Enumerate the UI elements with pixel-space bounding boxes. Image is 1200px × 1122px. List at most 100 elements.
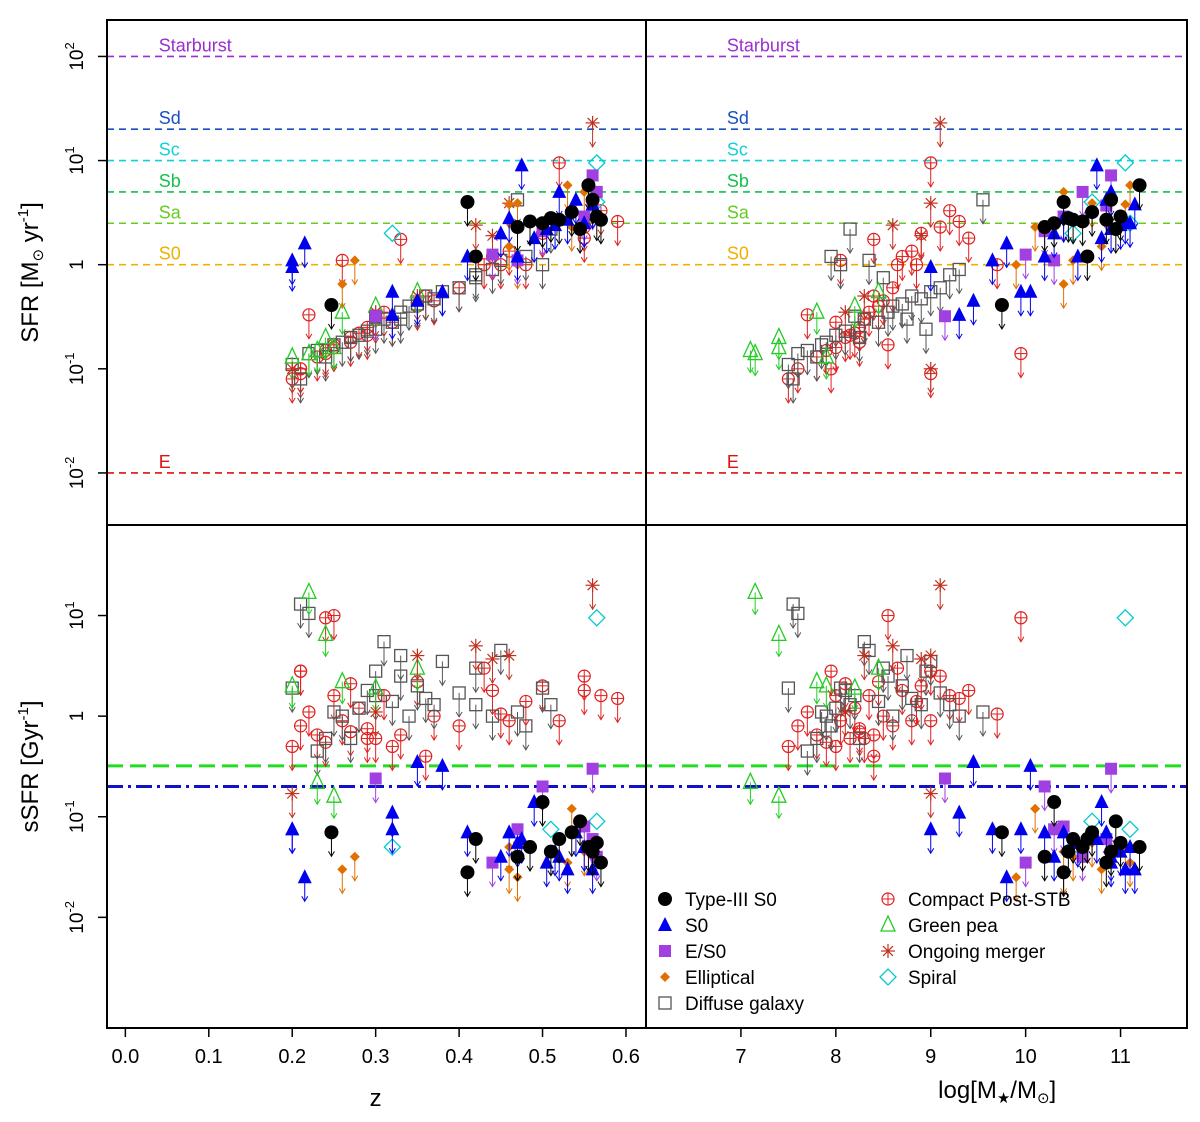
marker-green-pea (770, 785, 787, 803)
x-axis-title-right: log[M★/M⊙] (938, 1077, 1056, 1107)
point-e-s0-bottom-right-5 (1105, 762, 1118, 794)
upper-limit-arrow-head (903, 337, 911, 345)
marker-shape (427, 698, 441, 712)
upper-limit-arrow-head (580, 241, 588, 249)
upper-limit-arrow-head (514, 279, 521, 286)
marker-type-iii-s0 (1104, 844, 1119, 859)
upper-limit-arrow-head (993, 732, 1001, 739)
upper-limit-arrow-head (1031, 827, 1039, 834)
point-diffuse-galaxy-bottom-right-28 (919, 664, 933, 697)
upper-limit-arrow-head (330, 634, 338, 641)
upper-limit-arrow-head (388, 333, 396, 340)
marker-shape (952, 306, 967, 321)
marker-compact-post-stb (833, 253, 848, 267)
marker-ongoing-merger (923, 361, 938, 376)
marker-shape (402, 709, 416, 723)
upper-limit-arrow-head (841, 330, 849, 338)
upper-limit-arrow-head (505, 865, 513, 872)
marker-arm (286, 788, 298, 799)
tick-exponent: -2 (62, 457, 77, 469)
marker-e-s0 (369, 310, 382, 323)
marker-compact-post-stb (302, 308, 316, 322)
ref-label-right-starburst: Starburst (727, 35, 800, 55)
upper-limit-arrow-head (775, 651, 783, 658)
marker-type-iii-s0 (581, 178, 596, 193)
point-type-iii-s0-top-right-9 (1113, 209, 1128, 242)
marker-shape (377, 635, 391, 649)
marker-shape (1048, 823, 1061, 836)
point-ongoing-merger-bottom-left-4 (485, 651, 500, 684)
marker-s0 (385, 804, 400, 819)
upper-limit-arrow-head (1050, 279, 1058, 286)
marker-green-pea (870, 657, 887, 675)
point-ongoing-merger-top-right-1 (838, 305, 853, 338)
marker-compact-post-stb (577, 669, 591, 683)
point-s0-top-right-8 (1089, 157, 1104, 191)
marker-compact-post-stb (494, 707, 508, 721)
marker-shape (504, 241, 515, 252)
upper-limit-arrow-head (351, 279, 359, 286)
marker-elliptical (512, 198, 523, 209)
point-green-pea-top-right-1 (747, 343, 764, 377)
point-spiral-bottom-left-1 (383, 838, 402, 856)
upper-limit-arrow-head (879, 686, 887, 694)
point-diffuse-galaxy-top-right-21 (976, 193, 990, 225)
upper-limit-arrow-head (927, 689, 935, 697)
marker-diffuse-galaxy (452, 281, 466, 295)
marker-shape (914, 698, 928, 712)
marker-shape (535, 258, 550, 272)
point-type-iii-s0-top-right-7 (1132, 178, 1147, 211)
marker-shape (560, 861, 575, 876)
point-type-iii-s0-top-left-1 (324, 298, 339, 330)
marker-elliptical (1011, 872, 1022, 883)
upper-limit-arrow-head (936, 245, 944, 252)
point-s0-top-left-7 (502, 210, 517, 244)
upper-limit-arrow-head (946, 293, 954, 300)
point-green-pea-top-right-8 (818, 346, 835, 380)
upper-limit-arrow-head (305, 632, 313, 639)
marker-shape (468, 249, 483, 264)
upper-limit-arrow-head (1112, 840, 1120, 847)
upper-limit-arrow-head (322, 757, 330, 764)
legend-marker-elliptical (660, 972, 670, 982)
upper-limit-arrow-head (875, 684, 882, 692)
legend-item-green-pea: Green pea (879, 914, 998, 937)
upper-limit-arrow-head (865, 669, 873, 676)
point-green-pea-bottom-right-6 (742, 771, 759, 806)
upper-limit-arrow-head (927, 680, 935, 687)
marker-spiral (383, 838, 402, 856)
marker-compact-post-stb (943, 204, 957, 218)
point-green-pea-bottom-left-6 (309, 771, 326, 806)
marker-shape (562, 180, 573, 191)
marker-s0 (923, 821, 938, 836)
upper-limit-arrow-head (1131, 888, 1139, 895)
marker-shape (870, 657, 887, 675)
marker-shape (1037, 248, 1052, 263)
marker-e-s0 (586, 762, 599, 775)
marker-shape (791, 606, 805, 621)
upper-limit-arrow-head (413, 324, 421, 332)
marker-shape (452, 281, 466, 295)
legend-label-ongoing-merger: Ongoing merger (908, 942, 1046, 963)
marker-type-iii-s0 (510, 220, 525, 235)
upper-limit-arrow-head (305, 730, 313, 737)
upper-limit-arrow-head (1079, 240, 1087, 247)
marker-s0 (410, 292, 425, 307)
upper-limit-arrow-head (589, 888, 597, 895)
point-s0-top-left-2 (297, 235, 312, 269)
upper-limit-arrow-head (1026, 784, 1034, 791)
upper-limit-arrow-head (813, 375, 821, 382)
upper-limit-arrow-head (1003, 262, 1011, 269)
upper-limit-arrow-head (338, 360, 346, 368)
upper-limit-arrow-head (547, 870, 555, 877)
point-compact-post-stb-bottom-right-2 (791, 719, 805, 751)
point-s0-top-right-1 (985, 252, 1000, 286)
marker-shape (791, 346, 805, 361)
upper-limit-arrow-head (889, 243, 897, 251)
marker-diffuse-galaxy (852, 731, 867, 746)
marker-shape (966, 754, 981, 769)
marker-diffuse-galaxy (914, 292, 928, 306)
upper-limit-arrow-head (372, 334, 380, 342)
point-type-iii-s0-bottom-right-7 (1132, 840, 1147, 872)
marker-type-iii-s0 (573, 814, 588, 829)
